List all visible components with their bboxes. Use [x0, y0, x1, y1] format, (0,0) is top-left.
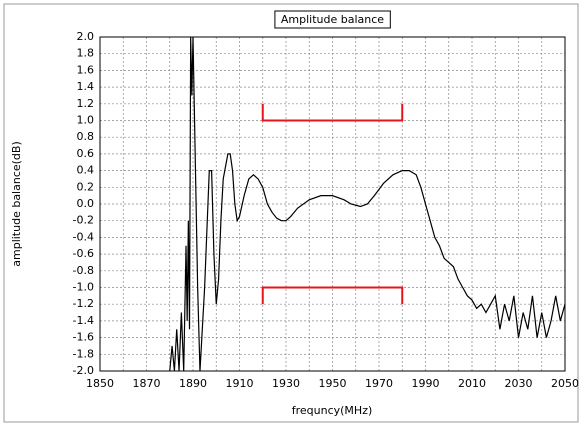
y-tick-label: 1.2: [77, 97, 95, 110]
y-tick-label: -0.4: [73, 230, 94, 243]
y-tick-label: 1.0: [77, 114, 95, 127]
x-tick-label: 2030: [505, 377, 533, 390]
y-tick-label: 2.0: [77, 30, 95, 43]
chart-title: Amplitude balance: [281, 13, 384, 26]
x-tick-label: 1890: [179, 377, 207, 390]
data-line: [169, 37, 565, 371]
y-tick-label: 0.2: [77, 180, 95, 193]
y-tick-label: -0.2: [73, 214, 94, 227]
x-tick-label: 1850: [86, 377, 114, 390]
x-tick-label: 1930: [272, 377, 300, 390]
y-tick-label: -1.8: [73, 347, 94, 360]
y-tick-label: 1.8: [77, 47, 95, 60]
y-tick-label: 1.6: [77, 63, 95, 76]
x-tick-label: 1870: [133, 377, 161, 390]
y-tick-label: -1.4: [73, 314, 94, 327]
x-tick-label: 1910: [226, 377, 254, 390]
title-box: [274, 10, 391, 29]
y-tick-label: 1.4: [77, 80, 95, 93]
limit-bracket: [261, 286, 404, 305]
frame: [3, 3, 579, 423]
y-tick-label: 0.0: [77, 197, 95, 210]
x-tick-label: 2050: [551, 377, 579, 390]
x-tick-label: 2010: [458, 377, 486, 390]
y-tick-label: 0.4: [77, 164, 95, 177]
y-tick-label: -0.6: [73, 247, 94, 260]
y-axis-label: amplitude balance(dB): [10, 141, 23, 267]
limit-bracket: [261, 103, 404, 122]
plot-area: [169, 37, 565, 371]
y-tick-label: -1.2: [73, 297, 94, 310]
y-tick-label: 0.8: [77, 130, 95, 143]
y-tick-label: -1.6: [73, 331, 94, 344]
x-tick-label: 1990: [412, 377, 440, 390]
plot-border: [99, 36, 566, 372]
y-tick-label: -2.0: [73, 364, 94, 377]
y-tick-label: -0.8: [73, 264, 94, 277]
y-tick-label: -1.0: [73, 281, 94, 294]
y-tick-label: 0.6: [77, 147, 95, 160]
x-axis-label: frequncy(MHz): [292, 404, 373, 417]
x-tick-label: 1950: [319, 377, 347, 390]
x-tick-label: 1970: [365, 377, 393, 390]
